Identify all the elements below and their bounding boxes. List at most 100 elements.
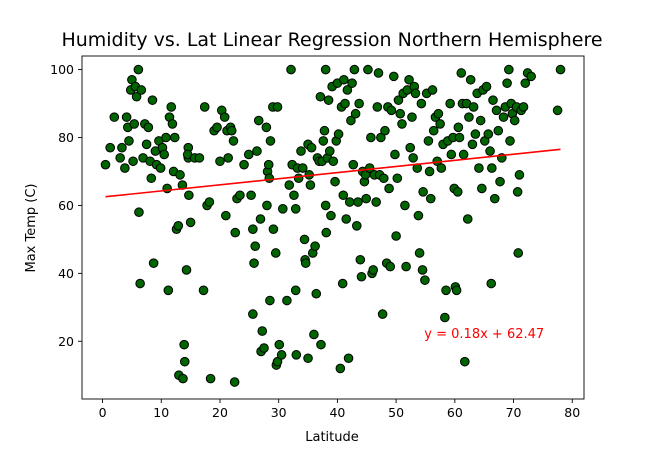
data-point bbox=[179, 356, 190, 367]
data-point bbox=[433, 108, 444, 119]
data-point bbox=[282, 295, 292, 306]
data-point bbox=[272, 356, 283, 367]
data-point bbox=[248, 309, 258, 319]
data-point bbox=[175, 170, 185, 180]
data-point bbox=[136, 85, 147, 95]
data-point bbox=[223, 153, 233, 163]
data-point bbox=[320, 64, 331, 75]
data-point bbox=[303, 353, 313, 364]
data-point bbox=[274, 339, 285, 350]
data-point bbox=[324, 146, 335, 156]
data-point bbox=[215, 156, 225, 167]
x-tick-label: 30 bbox=[271, 405, 287, 420]
data-point bbox=[286, 64, 296, 75]
data-point bbox=[454, 132, 465, 143]
data-point bbox=[155, 163, 166, 173]
data-point bbox=[493, 125, 504, 136]
data-point bbox=[520, 78, 531, 88]
x-tick-label: 80 bbox=[564, 405, 580, 420]
data-point bbox=[467, 139, 478, 150]
x-tick-label: 0 bbox=[99, 405, 107, 420]
data-point bbox=[169, 132, 180, 143]
data-point bbox=[323, 95, 334, 105]
data-point bbox=[128, 156, 138, 167]
data-point bbox=[143, 122, 154, 133]
y-tick-label: 40 bbox=[58, 266, 74, 281]
data-point bbox=[361, 193, 371, 204]
data-point bbox=[372, 102, 383, 112]
data-point bbox=[320, 200, 331, 211]
data-point bbox=[134, 207, 144, 218]
data-point bbox=[489, 193, 500, 204]
data-point bbox=[356, 271, 367, 282]
data-point bbox=[270, 248, 281, 258]
data-point bbox=[167, 119, 178, 129]
data-point bbox=[446, 149, 457, 160]
data-point bbox=[418, 187, 428, 197]
data-point bbox=[235, 190, 245, 201]
data-point bbox=[427, 85, 438, 95]
x-axis-label: Latitude bbox=[305, 430, 359, 445]
data-point bbox=[354, 98, 364, 109]
data-point bbox=[445, 98, 455, 109]
data-point bbox=[221, 210, 231, 221]
y-tick-label: 20 bbox=[58, 334, 74, 349]
data-point bbox=[470, 129, 481, 139]
y-tick-label: 60 bbox=[58, 198, 74, 213]
data-point bbox=[204, 197, 215, 207]
data-point bbox=[341, 214, 352, 224]
data-point bbox=[346, 115, 356, 126]
data-point bbox=[147, 95, 158, 105]
data-point bbox=[451, 285, 462, 296]
y-tick-label: 100 bbox=[50, 62, 74, 77]
data-point bbox=[552, 105, 563, 116]
data-point bbox=[321, 227, 332, 238]
data-point bbox=[408, 153, 418, 163]
data-point bbox=[417, 265, 428, 275]
data-point bbox=[474, 163, 484, 173]
data-point bbox=[391, 231, 401, 241]
data-point bbox=[440, 312, 450, 323]
data-point bbox=[350, 108, 361, 119]
data-point bbox=[353, 197, 363, 207]
data-point bbox=[299, 234, 310, 245]
data-point bbox=[397, 119, 407, 129]
data-point bbox=[239, 159, 249, 170]
data-point bbox=[264, 173, 275, 184]
data-point bbox=[219, 112, 230, 122]
data-point bbox=[328, 156, 339, 167]
data-point bbox=[293, 173, 304, 184]
data-point bbox=[392, 173, 403, 184]
data-point bbox=[420, 275, 430, 285]
data-point bbox=[351, 221, 362, 231]
data-point bbox=[161, 132, 171, 143]
data-point bbox=[347, 78, 357, 88]
data-point bbox=[265, 136, 276, 146]
data-point bbox=[265, 295, 275, 306]
data-point bbox=[141, 139, 152, 150]
data-point bbox=[505, 136, 515, 146]
data-point bbox=[371, 197, 381, 207]
plot-frame bbox=[81, 55, 585, 400]
data-point bbox=[385, 261, 396, 272]
data-point bbox=[198, 285, 209, 296]
data-point bbox=[259, 343, 269, 353]
data-point bbox=[513, 248, 524, 258]
x-tick-label: 50 bbox=[388, 405, 404, 420]
data-point bbox=[475, 115, 486, 126]
data-point bbox=[377, 309, 388, 319]
data-point bbox=[146, 173, 157, 184]
data-point bbox=[252, 146, 262, 156]
data-point bbox=[159, 149, 169, 160]
data-point bbox=[181, 265, 192, 275]
data-point bbox=[441, 285, 451, 296]
data-point bbox=[305, 180, 316, 190]
data-point bbox=[464, 112, 474, 122]
data-point bbox=[257, 326, 268, 336]
data-point bbox=[184, 190, 194, 201]
data-point bbox=[250, 241, 261, 251]
data-point bbox=[458, 149, 469, 160]
data-point bbox=[384, 183, 394, 194]
x-tick-label: 60 bbox=[447, 405, 463, 420]
